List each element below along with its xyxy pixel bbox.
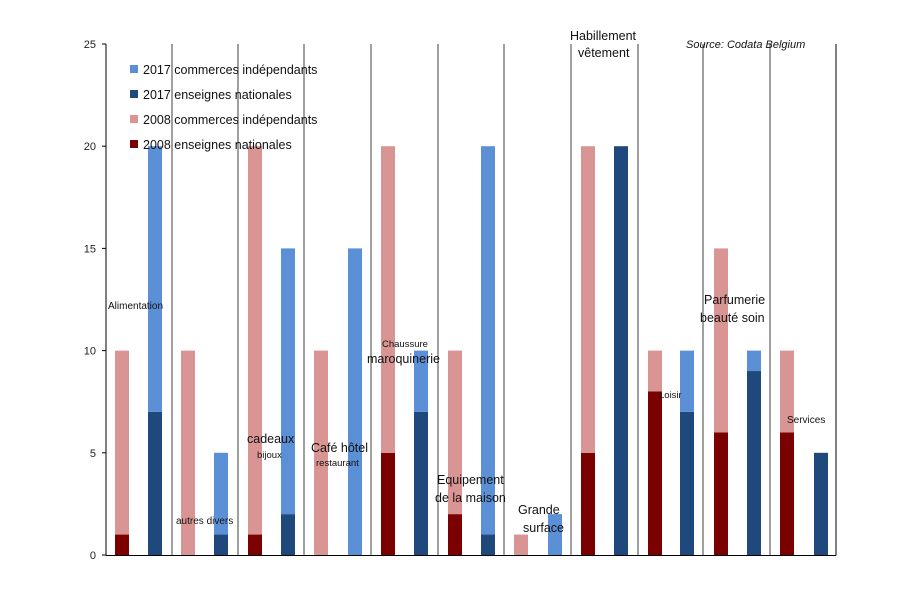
y-tick-label-20: 20 xyxy=(84,141,96,153)
y-tick-label-0: 0 xyxy=(90,550,96,562)
legend-label-nat_2017: 2017 enseignes nationales xyxy=(143,88,292,102)
y-tick-label-5: 5 xyxy=(90,448,96,460)
category-label-2-line-1: autres divers xyxy=(176,516,233,527)
cat8-2008-nationales-bar xyxy=(581,452,595,555)
cat7-2008-independants-bar xyxy=(514,534,528,555)
category-label-8-line-1: Habillement xyxy=(570,29,637,43)
cat3-2008-independants-bar xyxy=(248,146,262,535)
legend-label-ind_2017: 2017 commerces indépendants xyxy=(143,63,317,77)
cat9-2017-independants-bar xyxy=(680,350,694,412)
cat1-2017-independants-bar xyxy=(148,146,162,412)
axes-layer xyxy=(105,44,837,556)
cat4-2008-independants-bar xyxy=(314,350,328,555)
category-label-4-line-2: restaurant xyxy=(316,458,359,469)
legend-label-ind_2008: 2008 commerces indépendants xyxy=(143,113,317,127)
cat3-2017-independants-bar xyxy=(281,248,295,515)
cat5-2008-independants-bar xyxy=(381,146,395,453)
cat1-2008-nationales-bar xyxy=(115,534,129,555)
category-label-6-line-1: Equipement xyxy=(437,473,504,487)
cat1-2017-nationales-bar xyxy=(148,411,162,555)
cat10-2008-nationales-bar xyxy=(714,432,728,555)
cat10-2017-nationales-bar xyxy=(747,371,761,555)
category-label-5-line-2: maroquinerie xyxy=(367,352,440,366)
cat6-2017-independants-bar xyxy=(481,146,495,535)
cat1-2008-independants-bar xyxy=(115,350,129,535)
category-label-1-line-1: Alimentation xyxy=(108,301,163,312)
cat6-2017-nationales-bar xyxy=(481,534,495,555)
cat10-2017-independants-bar xyxy=(747,350,761,372)
cat7-2017-independants-bar xyxy=(548,514,562,555)
y-tick-label-15: 15 xyxy=(84,243,96,255)
cat5-2017-independants-bar xyxy=(414,350,428,412)
bars-layer xyxy=(115,146,828,555)
cat6-2008-nationales-bar xyxy=(448,514,462,555)
cat3-2008-nationales-bar xyxy=(248,534,262,555)
cat8-2017-nationales-bar xyxy=(614,146,628,555)
category-label-11-line-1: Services xyxy=(787,415,825,426)
cat11-2008-nationales-bar xyxy=(780,432,794,555)
category-label-8-line-2: vêtement xyxy=(578,46,630,60)
legend-label-nat_2008: 2008 enseignes nationales xyxy=(143,138,292,152)
cat11-2008-independants-bar xyxy=(780,350,794,433)
cat8-2008-independants-bar xyxy=(581,146,595,453)
category-label-7-line-1: Grande xyxy=(518,503,560,517)
legend-swatch-ind_2017 xyxy=(130,65,138,73)
cat5-2008-nationales-bar xyxy=(381,452,395,555)
cat5-2017-nationales-bar xyxy=(414,411,428,555)
category-label-10-line-1: Parfumerie xyxy=(704,293,765,307)
cat3-2017-nationales-bar xyxy=(281,514,295,555)
legend-swatch-nat_2008 xyxy=(130,140,138,148)
category-label-3-line-2: bijoux xyxy=(257,450,282,461)
cat9-2008-independants-bar xyxy=(648,350,662,392)
cat10-2008-independants-bar xyxy=(714,248,728,433)
legend-swatch-ind_2008 xyxy=(130,115,138,123)
y-tick-labels: 0 5 10 15 20 25 xyxy=(84,39,106,562)
cat2-2017-independants-bar xyxy=(214,452,228,535)
cat9-2017-nationales-bar xyxy=(680,411,694,555)
category-label-6-line-2: de la maison xyxy=(435,491,506,505)
cat9-2008-nationales-bar xyxy=(648,391,662,555)
category-label-10-line-2: beauté soin xyxy=(700,311,765,325)
category-label-4-line-1: Café hôtel xyxy=(311,441,368,455)
category-label-5-line-1: Chaussure xyxy=(382,339,428,350)
y-tick-label-10: 10 xyxy=(84,346,96,358)
legend: 2017 commerces indépendants 2017 enseigne… xyxy=(130,63,317,152)
cat11-2017-nationales-bar xyxy=(814,452,828,555)
category-labels: Alimentation autres divers cadeaux bijoux Ca… xyxy=(108,29,825,535)
category-label-7-line-2: surface xyxy=(523,521,564,535)
source-note: Source: Codata Belgium xyxy=(686,39,805,51)
cat2-2017-nationales-bar xyxy=(214,534,228,555)
category-label-9-line-1: Loisir xyxy=(659,390,682,401)
cat4-2017-independants-bar xyxy=(348,248,362,555)
y-tick-label-25: 25 xyxy=(84,39,96,51)
cat6-2008-independants-bar xyxy=(448,350,462,515)
cat2-2008-independants-bar xyxy=(181,350,195,555)
legend-swatch-nat_2017 xyxy=(130,90,138,98)
group-separators xyxy=(171,44,771,555)
category-label-3-line-1: cadeaux xyxy=(247,432,295,446)
